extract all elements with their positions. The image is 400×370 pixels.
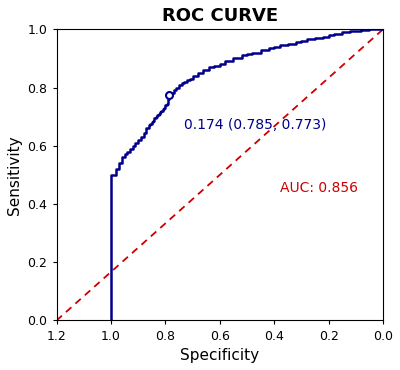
X-axis label: Specificity: Specificity [180,348,259,363]
Title: ROC CURVE: ROC CURVE [162,7,278,25]
Text: 0.174 (0.785, 0.773): 0.174 (0.785, 0.773) [184,118,327,132]
Y-axis label: Sensitivity: Sensitivity [7,135,22,215]
Text: AUC: 0.856: AUC: 0.856 [280,181,358,195]
